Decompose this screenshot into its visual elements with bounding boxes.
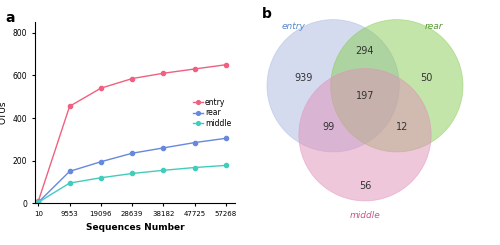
Line: middle: middle: [36, 163, 228, 204]
middle: [66, 182, 72, 184]
rear: [98, 160, 104, 163]
entry: [36, 200, 42, 203]
Y-axis label: OTUs: OTUs: [0, 101, 7, 124]
rear: [223, 137, 229, 140]
entry: [129, 77, 135, 80]
entry: [66, 105, 72, 108]
Text: middle: middle: [350, 211, 380, 220]
rear: [160, 147, 166, 149]
Line: entry: entry: [36, 63, 228, 203]
Circle shape: [299, 69, 431, 201]
middle: [129, 172, 135, 175]
middle: [223, 164, 229, 167]
Circle shape: [267, 20, 400, 152]
entry: [98, 87, 104, 90]
Text: 56: 56: [359, 181, 371, 191]
rear: [36, 201, 42, 204]
middle: [192, 166, 198, 169]
middle: [160, 169, 166, 172]
Text: a: a: [5, 11, 15, 25]
Text: entry: entry: [282, 23, 306, 31]
Text: b: b: [262, 7, 272, 21]
X-axis label: Sequences Number: Sequences Number: [86, 222, 184, 232]
middle: [98, 176, 104, 179]
entry: [192, 68, 198, 71]
Text: 939: 939: [294, 74, 313, 83]
Text: 99: 99: [322, 122, 334, 132]
rear: [192, 141, 198, 144]
Circle shape: [330, 20, 463, 152]
Text: 197: 197: [356, 91, 374, 100]
entry: [223, 63, 229, 66]
rear: [129, 152, 135, 155]
Text: 12: 12: [396, 122, 408, 132]
Text: 50: 50: [420, 74, 432, 83]
Text: 294: 294: [356, 47, 374, 56]
middle: [36, 201, 42, 204]
rear: [66, 170, 72, 173]
entry: [160, 72, 166, 75]
Legend: entry, rear, middle: entry, rear, middle: [194, 98, 231, 128]
Line: rear: rear: [36, 136, 228, 204]
Text: rear: rear: [424, 23, 443, 31]
